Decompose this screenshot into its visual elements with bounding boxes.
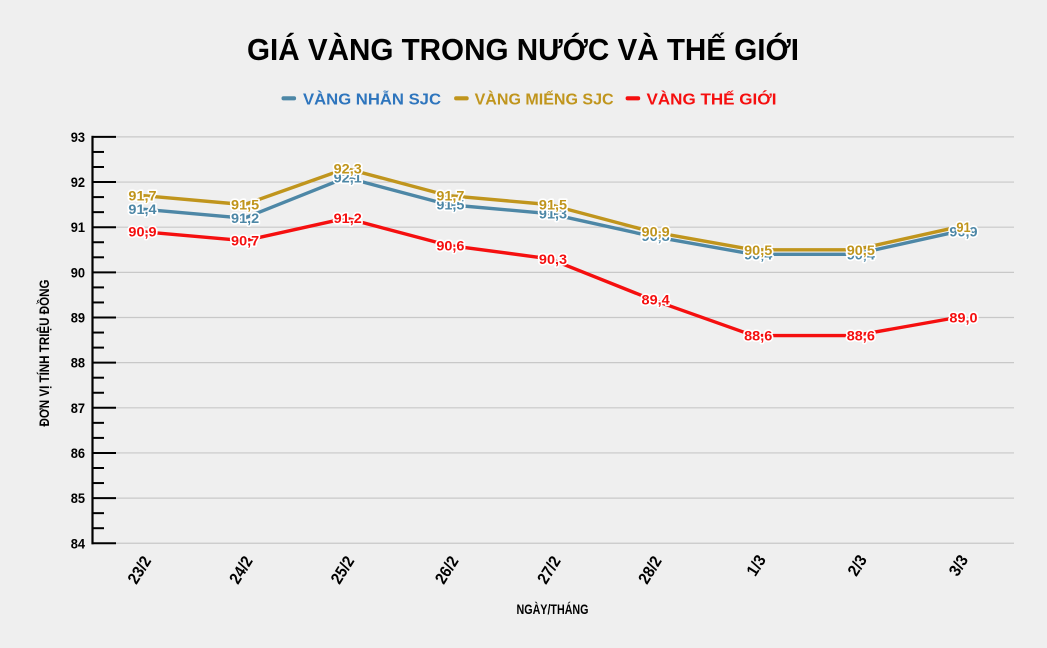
svg-text:90: 90 bbox=[71, 264, 85, 280]
svg-text:90,4: 90,4 bbox=[847, 246, 875, 262]
svg-text:91: 91 bbox=[956, 219, 970, 235]
svg-text:91,7: 91,7 bbox=[436, 188, 464, 204]
svg-text:90,9: 90,9 bbox=[128, 224, 156, 240]
svg-text:91,2: 91,2 bbox=[231, 210, 259, 226]
svg-text:88,6: 88,6 bbox=[847, 328, 875, 344]
svg-text:91,7: 91,7 bbox=[128, 188, 156, 204]
svg-text:91,5: 91,5 bbox=[436, 197, 464, 213]
svg-text:91: 91 bbox=[71, 219, 85, 235]
svg-text:92: 92 bbox=[71, 174, 85, 190]
svg-text:92,3: 92,3 bbox=[334, 161, 362, 177]
svg-text:VÀNG MIẾNG SJC: VÀNG MIẾNG SJC bbox=[475, 90, 614, 109]
svg-text:90,7: 90,7 bbox=[231, 233, 259, 249]
svg-text:90,3: 90,3 bbox=[539, 251, 567, 267]
svg-text:VÀNG THẾ GIỚI: VÀNG THẾ GIỚI bbox=[647, 90, 777, 109]
svg-text:90,5: 90,5 bbox=[847, 242, 875, 258]
svg-text:90,9: 90,9 bbox=[642, 224, 670, 240]
svg-text:84: 84 bbox=[71, 535, 85, 551]
svg-text:91,3: 91,3 bbox=[539, 206, 567, 222]
svg-text:85: 85 bbox=[71, 490, 85, 506]
svg-text:90,4: 90,4 bbox=[744, 246, 772, 262]
svg-text:91,5: 91,5 bbox=[231, 197, 259, 213]
svg-text:90,5: 90,5 bbox=[744, 242, 772, 258]
svg-text:91,5: 91,5 bbox=[539, 197, 567, 213]
svg-text:89: 89 bbox=[71, 310, 85, 326]
svg-text:86: 86 bbox=[71, 445, 85, 461]
svg-text:92,1: 92,1 bbox=[334, 170, 362, 186]
svg-text:91,4: 91,4 bbox=[128, 201, 156, 217]
svg-text:ĐƠN VỊ TÍNH TRIỆU ĐỒNG: ĐƠN VỊ TÍNH TRIỆU ĐỒNG bbox=[35, 279, 52, 426]
svg-text:89,0: 89,0 bbox=[949, 310, 977, 326]
svg-text:90,8: 90,8 bbox=[642, 228, 670, 244]
svg-text:93: 93 bbox=[71, 129, 85, 145]
svg-text:88,6: 88,6 bbox=[744, 328, 772, 344]
svg-text:89,4: 89,4 bbox=[642, 291, 670, 307]
svg-text:90,9: 90,9 bbox=[949, 224, 977, 240]
svg-text:87: 87 bbox=[71, 400, 85, 416]
svg-text:91,2: 91,2 bbox=[334, 210, 362, 226]
svg-text:90,6: 90,6 bbox=[436, 237, 464, 253]
svg-text:GIÁ VÀNG TRONG NƯỚC VÀ THẾ GIỚ: GIÁ VÀNG TRONG NƯỚC VÀ THẾ GIỚI bbox=[247, 31, 799, 67]
svg-text:VÀNG NHẪN SJC: VÀNG NHẪN SJC bbox=[303, 90, 441, 109]
svg-text:88: 88 bbox=[71, 355, 85, 371]
svg-text:NGÀY/THÁNG: NGÀY/THÁNG bbox=[517, 601, 589, 617]
